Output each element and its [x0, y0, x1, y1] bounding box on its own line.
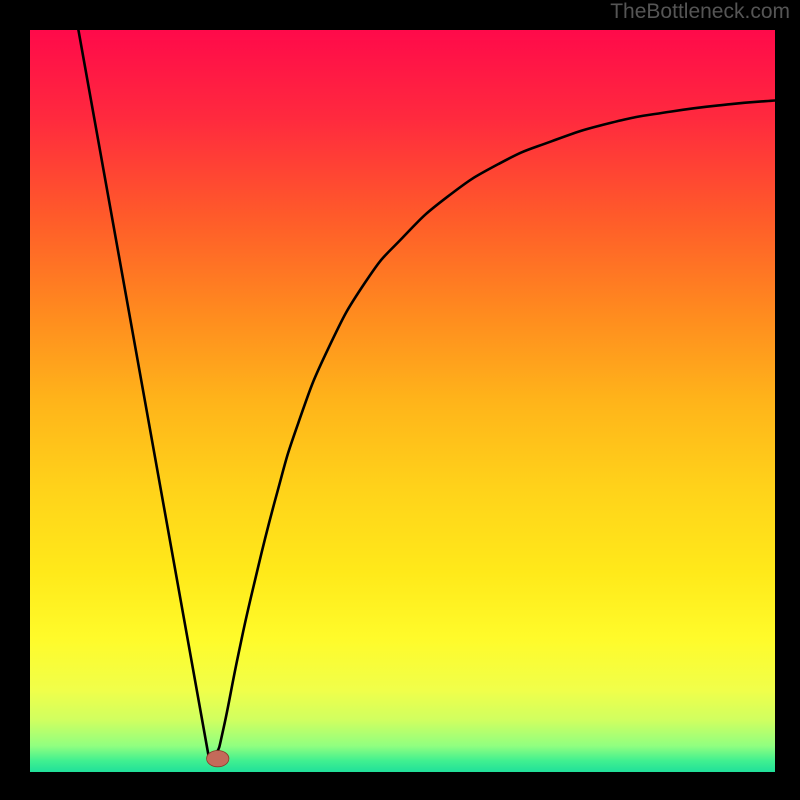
frame-bar-1	[0, 772, 800, 800]
chart-container: TheBottleneck.com	[0, 0, 800, 800]
frame-bar-3	[775, 0, 800, 800]
bottleneck-curve-chart	[0, 0, 800, 800]
watermark-text: TheBottleneck.com	[610, 0, 790, 24]
plot-background	[30, 30, 775, 772]
optimal-point-marker	[207, 750, 229, 766]
frame-bar-2	[0, 0, 30, 800]
